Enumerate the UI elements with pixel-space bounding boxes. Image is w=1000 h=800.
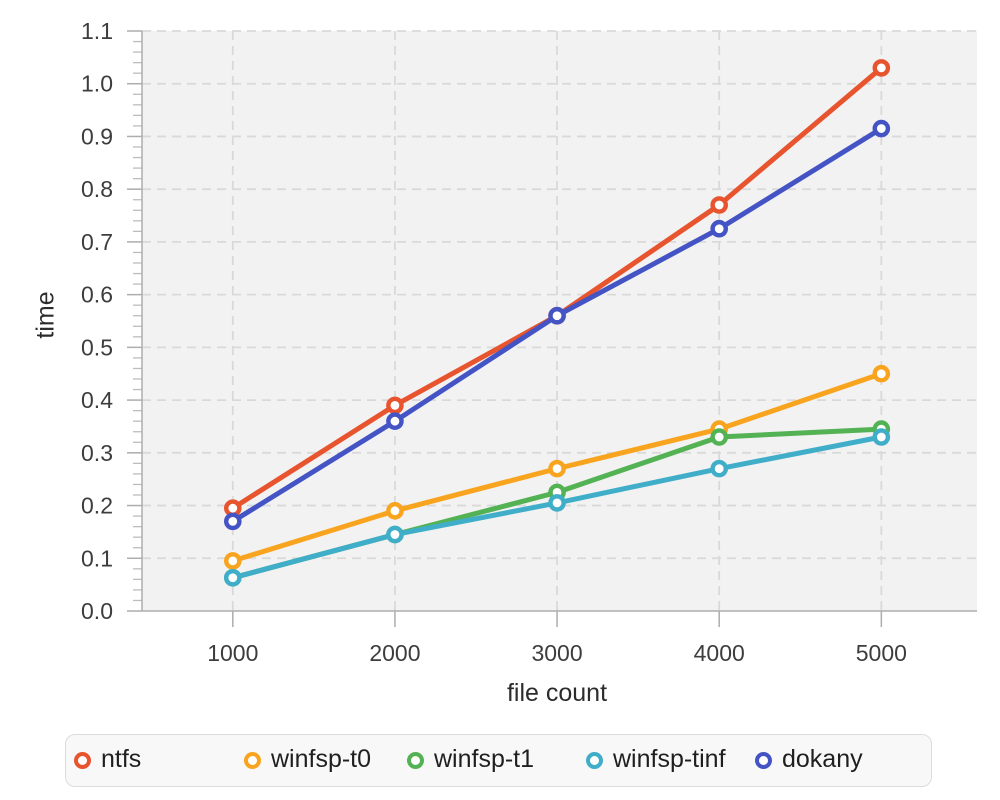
series-marker-ntfs [710, 196, 729, 214]
series-marker-winfsp-t1 [710, 428, 729, 446]
series-marker-winfsp-tinf [548, 494, 566, 512]
legend-label: winfsp-t0 [271, 744, 372, 773]
legend-item-winfsp-tinf: winfsp-tinf [586, 735, 726, 785]
chart-legend: ntfs winfsp-t0 winfsp-t1 winfsp-tinf dokany [65, 734, 932, 787]
y-tick-label: 0.6 [81, 282, 113, 308]
x-tick-label: 1000 [207, 640, 258, 666]
x-tick-label: 3000 [531, 640, 582, 666]
legend-label: ntfs [101, 744, 142, 773]
y-tick-label: 0.3 [81, 440, 113, 466]
legend-item-ntfs: ntfs [74, 735, 141, 785]
chart-generated: 0.0 0.1 0.2 0.3 0.4 0.5 0.6 0.7 0.8 0.9 1.0 1.1 1000… [81, 18, 977, 666]
series-marker-dokany [223, 512, 242, 531]
x-axis-title: file count [507, 679, 607, 707]
y-tick-label: 1.1 [81, 18, 113, 44]
series-marker-ntfs [872, 59, 891, 77]
series-marker-winfsp-t0 [872, 364, 891, 383]
series-marker-ntfs [386, 396, 404, 415]
series-marker-dokany [386, 412, 404, 430]
series-marker-winfsp-tinf [386, 525, 404, 544]
y-tick-label: 0.8 [81, 176, 113, 202]
y-tick-label: 0.1 [81, 545, 113, 571]
y-tick-label: 0.2 [81, 493, 113, 519]
series-marker-dokany [548, 306, 566, 325]
legend-marker-winfsp-t0 [244, 751, 261, 769]
series-marker-winfsp-t0 [548, 459, 566, 478]
series-marker-winfsp-t0 [223, 552, 242, 570]
y-tick-label: 0.7 [81, 229, 113, 255]
series-marker-winfsp-tinf [872, 428, 891, 446]
chart-svg: 0.0 0.1 0.2 0.3 0.4 0.5 0.6 0.7 0.8 0.9 1.0 1.1 1000… [32, 18, 977, 707]
x-tick-label: 5000 [856, 640, 907, 666]
legend-marker-winfsp-t1 [407, 751, 424, 769]
y-tick-label: 0.9 [81, 123, 113, 149]
x-tick-label: 2000 [369, 640, 420, 666]
series-marker-winfsp-t0 [386, 502, 404, 520]
legend-item-winfsp-t0: winfsp-t0 [244, 735, 371, 785]
series-marker-winfsp-tinf [710, 459, 729, 478]
legend-item-winfsp-t1: winfsp-t1 [407, 735, 534, 785]
legend-label: dokany [782, 744, 863, 773]
y-tick-label: 0.0 [81, 598, 113, 624]
legend-marker-winfsp-tinf [586, 751, 603, 769]
legend-marker-ntfs [74, 751, 91, 769]
y-axis-title: time [32, 291, 60, 338]
series-marker-winfsp-tinf [223, 568, 242, 587]
y-tick-label: 0.4 [81, 387, 113, 413]
x-tick-label: 4000 [694, 640, 745, 666]
y-tick-label: 1.0 [81, 71, 113, 97]
legend-marker-dokany [755, 751, 772, 769]
legend-item-dokany: dokany [755, 735, 863, 785]
series-marker-dokany [872, 119, 891, 138]
legend-label: winfsp-tinf [613, 744, 726, 773]
series-marker-dokany [710, 219, 729, 238]
legend-label: winfsp-t1 [434, 744, 535, 773]
y-tick-label: 0.5 [81, 334, 113, 360]
